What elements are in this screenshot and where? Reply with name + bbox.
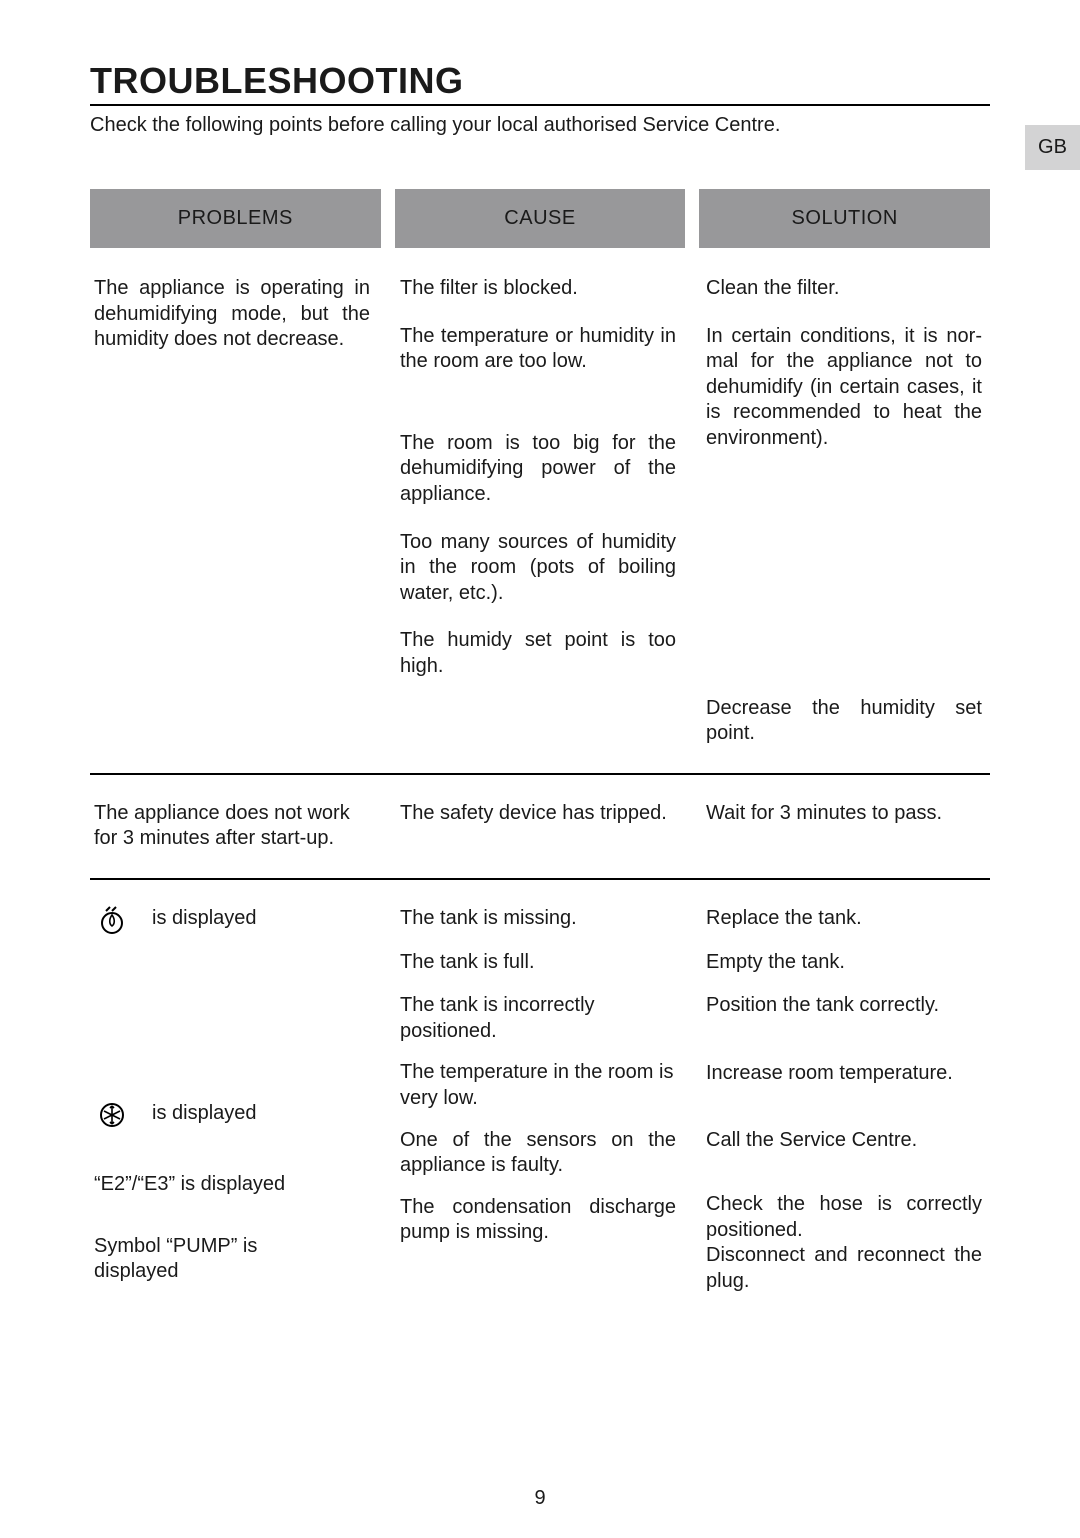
problem-text: The appliance is operating in dehumidify…: [94, 276, 370, 353]
cause-text: The temperature or humidity in the room …: [400, 324, 676, 375]
solution-text: In certain conditions, it is nor­mal for…: [706, 324, 982, 452]
snowflake-icon: [94, 1101, 130, 1134]
problem-label: is displayed: [152, 906, 257, 932]
solution-text: Decrease the humidity set point.: [706, 696, 982, 747]
problem-label: is displayed: [152, 1101, 257, 1127]
language-tab: GB: [1025, 125, 1080, 170]
solution-text: Replace the tank.: [706, 906, 982, 932]
page-title: TROUBLESHOOTING: [90, 60, 990, 106]
cause-text: The condensation discharge pump is missi…: [400, 1195, 676, 1246]
cause-text: Too many sources of humidity in the room…: [400, 530, 676, 607]
col-problem: The appliance does not work for 3 minute…: [90, 801, 378, 852]
spacer: [706, 474, 982, 696]
header-problems: PROBLEMS: [90, 189, 381, 248]
header-cause: CAUSE: [395, 189, 686, 248]
solution-text: Check the hose is correctly positioned.: [706, 1193, 982, 1241]
cause-text: The filter is blocked.: [400, 276, 676, 302]
cause-text: One of the sensors on the appliance is f…: [400, 1128, 676, 1179]
problem-row: is displayed: [94, 1101, 370, 1134]
cause-text: The tank is incorrectly positioned.: [400, 993, 676, 1044]
cause-text: The room is too big for the dehumidifyin…: [400, 431, 676, 508]
problem-row: is displayed: [94, 906, 370, 939]
table-section-3: is displayed: [90, 880, 990, 1320]
problem-label: Symbol “PUMP” is: [94, 1235, 257, 1257]
header-solution: SOLUTION: [699, 189, 990, 248]
problem-label: displayed: [94, 1260, 179, 1282]
page-subtitle: Check the following points before callin…: [90, 114, 990, 137]
solution-text: Empty the tank.: [706, 950, 982, 976]
solution-text: Clean the filter.: [706, 276, 982, 302]
table-header-row: PROBLEMS CAUSE SOLUTION: [90, 189, 990, 248]
solution-text: Disconnect and reconnect the plug.: [706, 1244, 982, 1292]
col-cause: The filter is blocked. The temperature o…: [392, 276, 684, 747]
problem-text: The appliance does not work for 3 minute…: [94, 801, 370, 852]
cause-text: The tank is missing.: [400, 906, 676, 932]
cause-text: The humidy set point is too high.: [400, 628, 676, 679]
table-section-1: The appliance is operating in dehumidify…: [90, 250, 990, 775]
solution-text: Wait for 3 minutes to pass.: [706, 801, 982, 827]
col-solution: Clean the filter. In certain conditions,…: [698, 276, 990, 747]
solution-text: Increase room temperature.: [706, 1061, 982, 1087]
col-solution: Replace the tank. Empty the tank. Positi…: [698, 906, 990, 1294]
troubleshooting-table: PROBLEMS CAUSE SOLUTION The appliance is…: [90, 189, 990, 1320]
page-content: TROUBLESHOOTING Check the following poin…: [0, 0, 1080, 1350]
cause-text: The tank is full.: [400, 950, 676, 976]
page-number: 9: [534, 1487, 545, 1510]
col-problem: is displayed: [90, 906, 378, 1294]
col-solution: Wait for 3 minutes to pass.: [698, 801, 990, 852]
cause-text: The temperature in the room is very low.: [400, 1060, 676, 1111]
col-problem: The appliance is operating in dehumidify…: [90, 276, 378, 747]
tank-icon: [94, 906, 130, 939]
solution-text: Call the Service Centre.: [706, 1128, 982, 1154]
cause-text: The safety device has tripped.: [400, 801, 676, 827]
solution-text: Position the tank correctly.: [706, 993, 982, 1019]
col-cause: The safety device has tripped.: [392, 801, 684, 852]
language-code: GB: [1038, 136, 1067, 159]
table-section-2: The appliance does not work for 3 minute…: [90, 775, 990, 880]
col-cause: The tank is missing. The tank is full. T…: [392, 906, 684, 1294]
problem-label: “E2”/“E3” is displayed: [94, 1172, 370, 1198]
